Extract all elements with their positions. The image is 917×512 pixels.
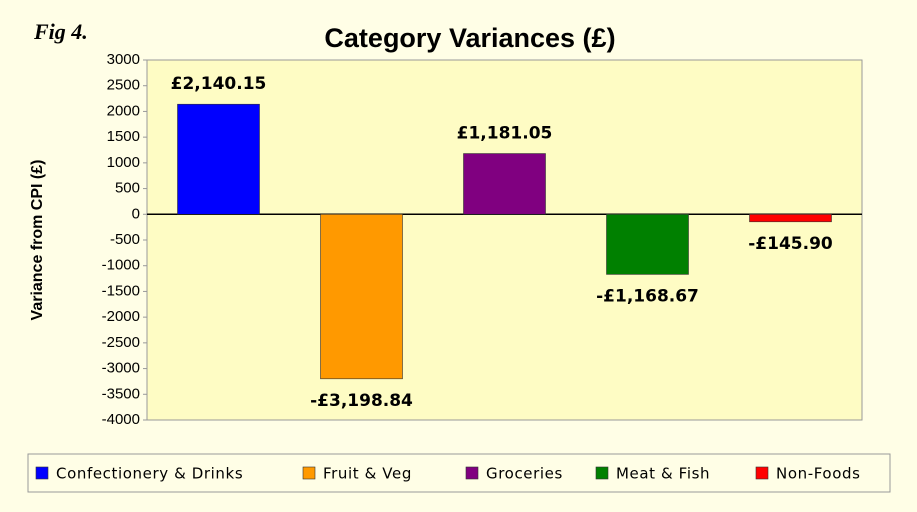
y-tick-label: 1000	[107, 154, 140, 171]
legend-label: Groceries	[486, 465, 563, 483]
figure-label: Fig 4.	[33, 19, 88, 44]
bar	[749, 213, 832, 223]
value-label: £1,181.05	[457, 124, 553, 144]
legend-label: Confectionery & Drinks	[56, 465, 243, 483]
y-tick-label: 3000	[107, 51, 140, 68]
value-label: £2,140.15	[171, 74, 267, 94]
y-tick-label: -2500	[102, 334, 140, 351]
bar	[606, 213, 689, 275]
y-tick-label: 2000	[107, 102, 140, 119]
legend-swatch	[595, 466, 609, 480]
legend-swatch	[755, 466, 769, 480]
legend-swatch	[465, 466, 479, 480]
y-axis-label: Variance from CPI (£)	[29, 160, 46, 321]
value-label: -£3,198.84	[310, 391, 413, 411]
legend-label: Fruit & Veg	[323, 465, 412, 483]
y-tick-label: 500	[115, 180, 140, 197]
bar	[463, 153, 546, 215]
y-tick-label: -500	[110, 231, 140, 248]
chart-title: Category Variances (£)	[324, 23, 615, 53]
y-tick-label: 1500	[107, 128, 140, 145]
bar	[177, 103, 260, 215]
y-tick-label: 2500	[107, 77, 140, 94]
y-tick-label: -3000	[102, 360, 140, 377]
legend	[27, 453, 891, 493]
bar	[320, 213, 403, 380]
value-label: -£1,168.67	[596, 286, 699, 306]
y-tick-label: -1500	[102, 282, 140, 299]
y-tick-label: -3500	[102, 385, 140, 402]
legend-swatch	[302, 466, 316, 480]
legend-label: Non-Foods	[776, 465, 861, 483]
y-tick-label: -1000	[102, 257, 140, 274]
y-tick-label: -2000	[102, 308, 140, 325]
value-label: -£145.90	[748, 234, 833, 254]
y-tick-label: -4000	[102, 411, 140, 428]
legend-swatch	[35, 466, 49, 480]
y-tick-label: 0	[132, 205, 140, 222]
plot-area	[146, 59, 863, 421]
legend-label: Meat & Fish	[616, 465, 710, 483]
